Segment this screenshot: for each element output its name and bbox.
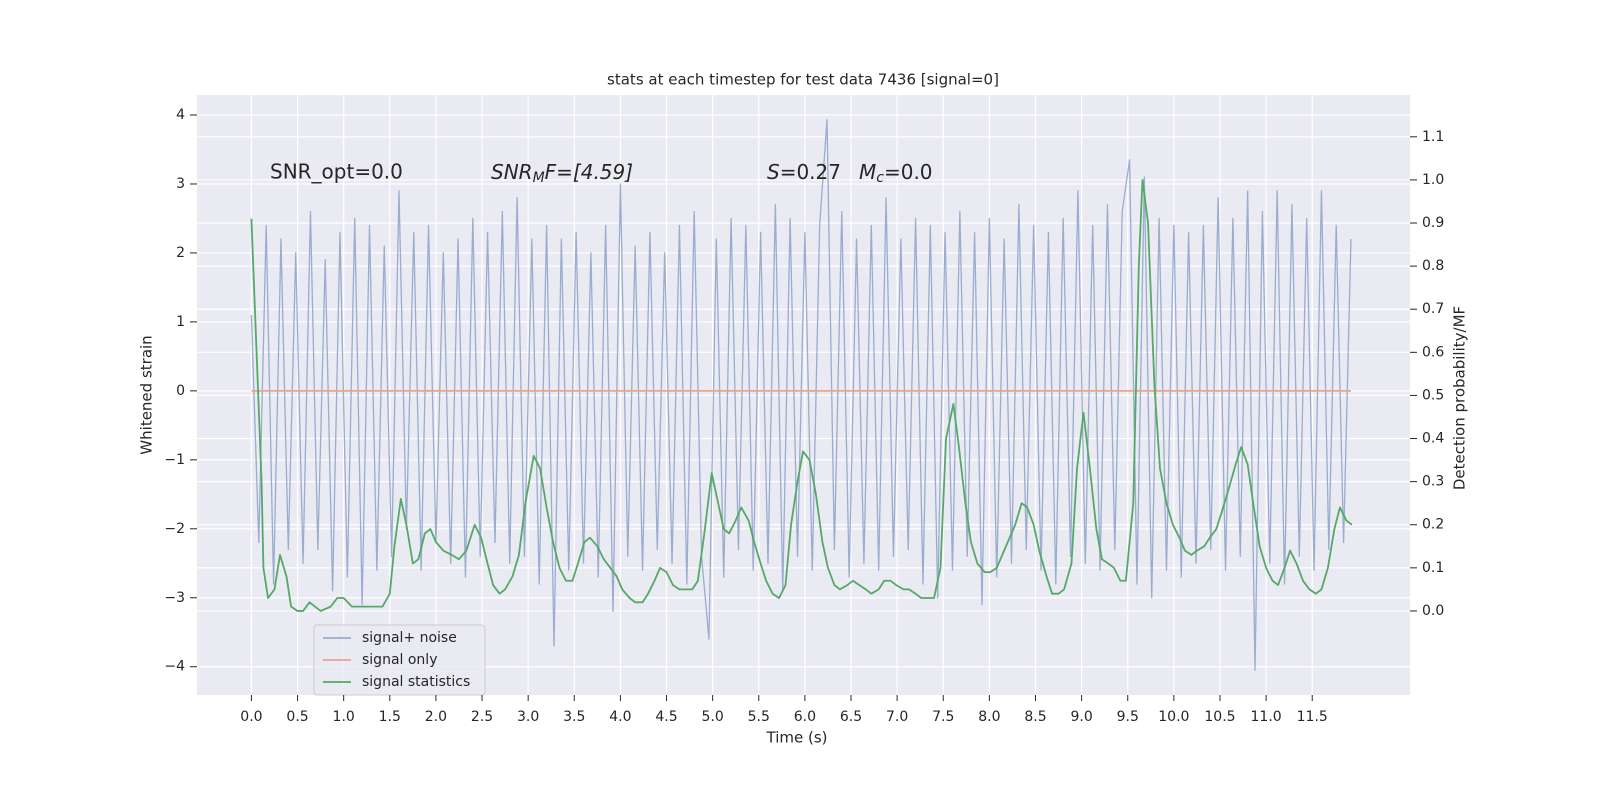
plot xyxy=(250,119,1353,671)
legend-label: signal+ noise xyxy=(362,630,457,646)
x-tick-label: 1.0 xyxy=(333,709,355,725)
y2-tick-label: 0.7 xyxy=(1422,301,1444,317)
annotation: S=0.27 xyxy=(767,160,841,184)
y2-tick-label: 0.6 xyxy=(1422,344,1444,360)
y-tick-label: 0 xyxy=(176,383,185,399)
y2-tick-label: 0.2 xyxy=(1422,517,1444,533)
y2-tick-label: 0.5 xyxy=(1422,387,1444,403)
y2-tick-label: 0.1 xyxy=(1422,560,1444,576)
x-tick-label: 6.0 xyxy=(794,709,816,725)
x-tick-label: 3.5 xyxy=(563,709,585,725)
annotation: SNRMF=[4.59] xyxy=(491,160,633,187)
annotation-part: =0.0 xyxy=(884,160,933,184)
y2-tick-label: 0.3 xyxy=(1422,474,1444,490)
x-tick-label: 9.0 xyxy=(1070,709,1092,725)
x-tick-label: 1.5 xyxy=(379,709,401,725)
annotation-sub: c xyxy=(876,170,884,186)
x-tick-label: 11.5 xyxy=(1297,709,1328,725)
x-tick-label: 11.0 xyxy=(1251,709,1282,725)
annotation-sub: M xyxy=(533,170,545,186)
x-tick-label: 9.5 xyxy=(1117,709,1139,725)
annotation-part: F=[4.59] xyxy=(545,160,633,184)
x-tick-label: 3.0 xyxy=(517,709,539,725)
x-tick-label: 10.5 xyxy=(1204,709,1235,725)
annotation: SNR_opt=0.0 xyxy=(270,160,403,184)
series-line xyxy=(250,119,1352,671)
x-tick-label: 2.5 xyxy=(471,709,493,725)
y2-tick-label: 1.1 xyxy=(1422,129,1444,145)
annotation-part: S xyxy=(767,160,780,184)
series-line xyxy=(250,179,1353,612)
y-tick-label: 1 xyxy=(176,314,185,330)
y2-tick-label: 1.0 xyxy=(1422,172,1444,188)
y-tick-label: 3 xyxy=(176,176,185,192)
x-tick-label: 2.0 xyxy=(425,709,447,725)
y2-axis-label: Detection probability/MF xyxy=(1451,306,1469,490)
y-tick-label: −4 xyxy=(164,659,185,675)
y-tick-label: −3 xyxy=(164,590,185,606)
x-tick-label: 7.5 xyxy=(932,709,954,725)
y-tick-label: 4 xyxy=(176,107,185,123)
y-tick-label: 2 xyxy=(176,245,185,261)
legend-label: signal statistics xyxy=(362,674,470,690)
chart-title: stats at each timestep for test data 743… xyxy=(607,71,999,89)
legend-label: signal only xyxy=(362,652,437,668)
annotation: Mc=0.0 xyxy=(859,160,933,187)
x-tick-label: 7.0 xyxy=(886,709,908,725)
x-axis-label: Time (s) xyxy=(766,729,828,747)
x-tick-label: 8.0 xyxy=(978,709,1000,725)
y2-tick-label: 0.4 xyxy=(1422,431,1444,447)
y-tick-label: −2 xyxy=(164,521,185,537)
x-tick-label: 4.5 xyxy=(655,709,677,725)
y-axis-label: Whitened strain xyxy=(138,335,156,454)
x-tick-label: 0.0 xyxy=(240,709,262,725)
y-tick-label: −1 xyxy=(164,452,185,468)
y2-tick-label: 0.0 xyxy=(1422,603,1444,619)
y2-tick-label: 0.9 xyxy=(1422,215,1444,231)
x-tick-label: 5.0 xyxy=(702,709,724,725)
x-tick-label: 5.5 xyxy=(748,709,770,725)
x-tick-label: 10.0 xyxy=(1158,709,1189,725)
legend-box xyxy=(313,624,486,696)
x-tick-label: 6.5 xyxy=(840,709,862,725)
annotation-part: M xyxy=(859,160,876,184)
x-tick-label: 4.0 xyxy=(609,709,631,725)
x-tick-label: 0.5 xyxy=(286,709,308,725)
annotation-part: =0.27 xyxy=(780,160,841,184)
annotation-part: SNR xyxy=(491,160,533,184)
legend: signal+ noise signal only signal statistic… xyxy=(313,624,486,696)
y2-tick-label: 0.8 xyxy=(1422,258,1444,274)
x-tick-label: 8.5 xyxy=(1024,709,1046,725)
